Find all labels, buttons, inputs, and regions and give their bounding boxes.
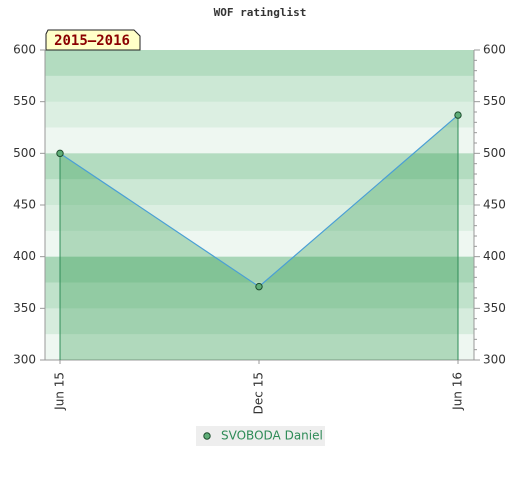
- y2-tick-label: 500: [483, 146, 506, 160]
- background-stripe: [45, 179, 474, 206]
- legend-label: SVOBODA Daniel: [221, 429, 323, 443]
- y2-tick-label: 600: [483, 43, 506, 57]
- y2-tick-label: 400: [483, 249, 506, 263]
- legend-marker: [203, 432, 211, 440]
- y-tick-label: 600: [13, 43, 36, 57]
- background-stripe: [45, 101, 474, 128]
- background-stripe: [45, 230, 474, 258]
- marker: [454, 111, 462, 119]
- y2-tick-label: 350: [483, 301, 506, 315]
- marker: [255, 282, 263, 291]
- y-tick-label: 500: [13, 146, 36, 160]
- background-stripe: [45, 308, 474, 335]
- x-tick-label: Jun 16: [451, 372, 465, 411]
- annotation-box: [45, 29, 141, 51]
- background-stripe: [45, 50, 474, 77]
- y-tick-label: 300: [13, 353, 36, 367]
- x-tick-label: Jun 15: [53, 372, 67, 411]
- y2-tick-label: 300: [483, 353, 506, 367]
- x-tick-label: Dec 15: [252, 372, 266, 414]
- annotation: 2015–2016: [54, 33, 130, 49]
- background-stripe: [45, 75, 474, 103]
- background-stripe: [45, 205, 474, 232]
- chart-title: WOF ratinglist: [214, 6, 307, 19]
- y-tick-label: 350: [13, 301, 36, 315]
- y-tick-label: 400: [13, 249, 36, 263]
- y2-tick-label: 450: [483, 198, 506, 212]
- background-stripe: [45, 334, 474, 361]
- y-tick-label: 450: [13, 198, 36, 212]
- legend-box: [196, 426, 325, 446]
- background-stripe: [45, 256, 474, 283]
- area: [60, 115, 458, 360]
- y-tick-label: 550: [13, 94, 36, 108]
- y2-tick-label: 550: [483, 94, 506, 108]
- background-stripe: [45, 153, 474, 180]
- marker: [56, 149, 64, 158]
- background-stripe: [45, 127, 474, 154]
